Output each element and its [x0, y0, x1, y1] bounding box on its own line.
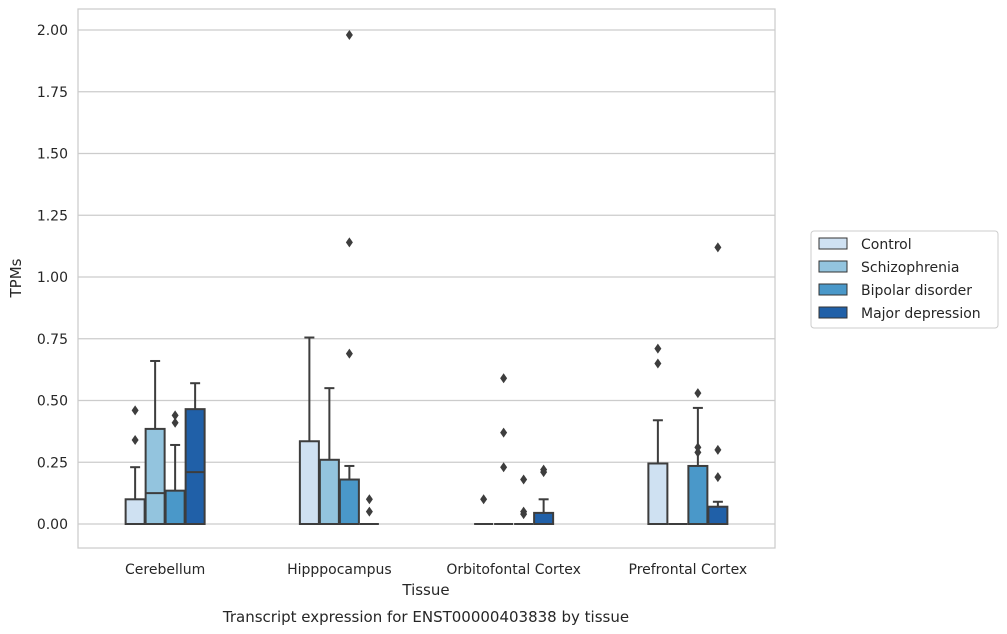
outlier-point	[694, 388, 702, 399]
legend-swatch	[818, 260, 848, 273]
outlier-point	[131, 405, 139, 416]
gridlines	[78, 29, 775, 525]
legend-swatch	[818, 237, 848, 250]
box-0-1	[144, 359, 166, 525]
x-axis-label: Tissue	[401, 581, 449, 599]
outlier-point	[171, 410, 179, 421]
outlier-point	[480, 494, 488, 505]
outlier-point	[345, 348, 353, 359]
y-tick-labels: 0.00 0.25 0.50 0.75 1.00 1.25 1.50 1.75 2.00	[37, 23, 68, 533]
box-2-2	[514, 474, 534, 525]
box-1-3	[359, 494, 379, 525]
y-tick-label: 0.25	[37, 455, 68, 471]
y-axis-label: TPMs	[7, 258, 25, 298]
x-tick-label: Cerebellum	[125, 562, 205, 578]
outlier-point	[714, 444, 722, 455]
y-tick-label: 0.50	[37, 394, 68, 410]
y-tick-label: 1.25	[37, 208, 68, 224]
plot-frame	[77, 8, 776, 549]
outlier-point	[540, 464, 548, 475]
outlier-point	[500, 373, 508, 384]
y-tick-label: 2.00	[37, 23, 68, 39]
outlier-point	[654, 343, 662, 354]
box-body	[144, 427, 166, 525]
y-tick-label: 0.00	[37, 517, 68, 533]
x-tick-labels: Cerebellum Hipppocampus Orbitofontal Corte…	[125, 562, 747, 578]
outlier-point	[714, 472, 722, 483]
outlier-point	[520, 506, 528, 517]
box-3-2	[687, 388, 709, 525]
box-body	[647, 462, 669, 525]
outlier-point	[654, 358, 662, 369]
outlier-point	[345, 29, 353, 40]
y-tick-label: 0.75	[37, 332, 68, 348]
outlier-point	[520, 474, 528, 485]
box-2-3	[533, 464, 555, 526]
box-body	[338, 478, 360, 526]
x-tick-label: Hipppocampus	[287, 562, 392, 578]
box-1-1	[318, 387, 340, 525]
box-2-1	[494, 373, 514, 525]
box-0-3	[184, 382, 206, 525]
box-body	[707, 505, 729, 525]
y-tick-label: 1.75	[37, 85, 68, 101]
legend-frame	[810, 230, 999, 329]
box-0-0	[124, 405, 146, 525]
outlier-point	[714, 242, 722, 253]
y-tick-label: 1.50	[37, 147, 68, 163]
box-body	[533, 511, 555, 526]
outlier-point	[694, 442, 702, 453]
box-body	[298, 440, 320, 526]
outlier-point	[365, 494, 373, 505]
box-body	[164, 489, 186, 525]
outlier-point	[500, 462, 508, 473]
outlier-point	[500, 427, 508, 438]
chart-caption: Transcript expression for ENST0000040383…	[222, 608, 629, 626]
box-2-0	[474, 494, 494, 525]
box-body	[124, 498, 146, 525]
outlier-point	[171, 417, 179, 428]
legend-swatch	[818, 306, 848, 319]
box-1-2	[338, 29, 360, 526]
box-0-2	[164, 410, 186, 525]
box-3-0	[647, 343, 669, 525]
y-tick-label: 1.00	[37, 270, 68, 286]
box-marks	[124, 29, 729, 526]
outlier-point	[365, 506, 373, 517]
outlier-point	[345, 237, 353, 248]
box-body	[318, 458, 340, 525]
legend: Control Schizophrenia Bipolar disorder Majo…	[810, 230, 999, 329]
box-1-0	[298, 336, 320, 526]
box-body	[687, 464, 709, 525]
box-body	[184, 408, 206, 525]
outlier-point	[131, 435, 139, 446]
x-tick-label: Orbitofontal Cortex	[446, 562, 581, 578]
legend-label: Control	[861, 237, 912, 253]
x-tick-label: Prefrontal Cortex	[629, 562, 748, 578]
legend-swatch	[818, 283, 848, 296]
legend-label: Bipolar disorder	[861, 283, 972, 299]
box-3-3	[707, 242, 729, 525]
legend-label: Schizophrenia	[861, 260, 959, 276]
legend-label: Major depression	[861, 306, 981, 322]
